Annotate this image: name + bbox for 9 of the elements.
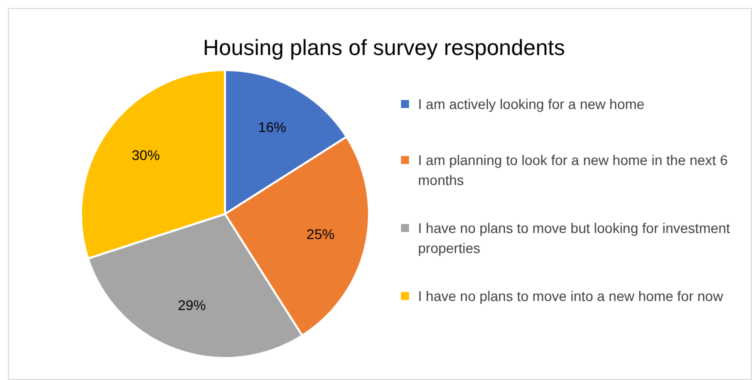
legend-label: I am planning to look for a new home in the next 6 months [418, 152, 728, 188]
data-label: 25% [306, 226, 335, 242]
data-label: 16% [258, 118, 286, 135]
legend-label: I have no plans to move but looking for investment properties [418, 220, 730, 256]
legend-label: I am actively looking for a new home [418, 96, 645, 112]
legend-label: I have no plans to move into a new home for now [418, 288, 724, 304]
data-label: 30% [132, 147, 160, 164]
data-label: 29% [178, 296, 206, 313]
chart-title: Housing plans of survey respondents [203, 35, 565, 60]
